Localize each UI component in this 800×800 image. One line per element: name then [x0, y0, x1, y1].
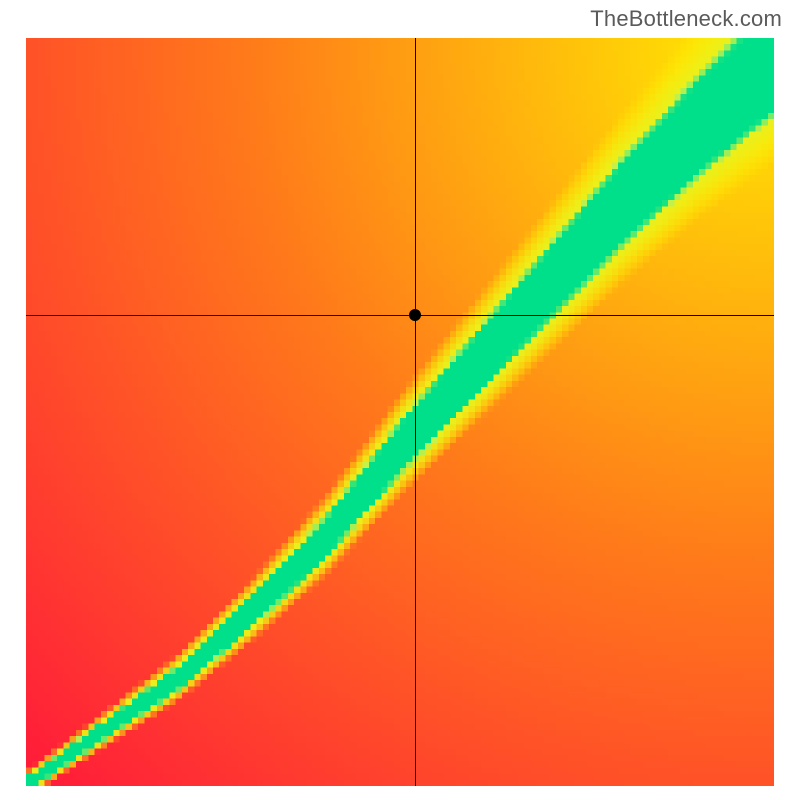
heatmap-plot: [26, 38, 774, 786]
heatmap-canvas: [26, 38, 774, 786]
watermark-text: TheBottleneck.com: [590, 6, 782, 32]
crosshair-horizontal: [26, 315, 774, 316]
crosshair-vertical: [415, 38, 416, 786]
crosshair-marker: [409, 309, 421, 321]
